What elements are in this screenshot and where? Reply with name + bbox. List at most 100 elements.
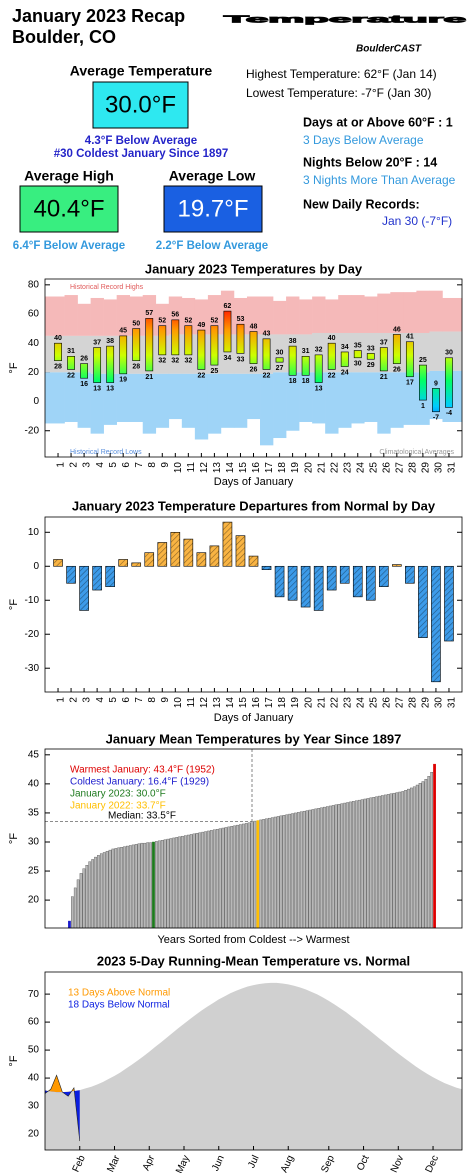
temperature-bar <box>249 331 258 364</box>
cold-nights-note: 3 Nights More Than Average <box>303 173 456 187</box>
climate-band <box>246 373 261 420</box>
departure-bar <box>444 565 454 642</box>
year-bar <box>360 799 364 929</box>
annotation: January 2023: 30.0°F <box>70 789 166 800</box>
temperature-bar <box>236 323 245 354</box>
year-bar <box>207 830 210 929</box>
year-bar <box>166 838 170 929</box>
high-label: 41 <box>406 334 414 341</box>
x-tick-label: 31 <box>447 697 458 709</box>
low-label: 24 <box>341 369 349 376</box>
year-bar <box>102 852 106 929</box>
high-label: 35 <box>354 342 362 349</box>
high-label: 25 <box>419 357 427 364</box>
x-tick-label: Apr <box>141 1153 158 1172</box>
x-tick-label: 23 <box>342 462 353 474</box>
high-label: 30 <box>445 350 453 357</box>
departure-bar <box>183 538 194 567</box>
x-tick-label: 1 <box>56 462 67 468</box>
y-tick-label: 20 <box>28 367 40 378</box>
x-tick-label: 28 <box>408 697 419 709</box>
median-label: Median: 33.5°F <box>108 810 176 821</box>
climate-band <box>351 295 365 333</box>
high-label: 40 <box>54 335 62 342</box>
year-bar <box>386 794 390 929</box>
x-tick-label: 4 <box>95 697 106 703</box>
departure-bar <box>248 555 259 567</box>
band-label: Historical Record Lows <box>70 449 142 456</box>
avg-departure: 4.3°F Below Average <box>85 135 197 147</box>
y-axis-label: °F <box>8 362 20 373</box>
climate-band <box>403 292 417 333</box>
temperature-bar <box>184 325 193 356</box>
climate-band <box>246 296 261 335</box>
climate-band <box>220 373 235 428</box>
high-label: 52 <box>211 318 219 325</box>
year-bar <box>68 920 71 929</box>
year-bar <box>256 820 260 929</box>
temperature-bar <box>379 347 388 372</box>
x-tick-label: 14 <box>225 462 236 474</box>
year-bar <box>175 837 179 929</box>
departure-bar <box>157 542 168 567</box>
climate-band <box>64 295 78 336</box>
departure-bar <box>66 565 76 584</box>
y-tick-label: 30 <box>28 837 40 848</box>
low-label: 21 <box>380 374 388 381</box>
annotation: January 2022: 33.7°F <box>70 801 166 812</box>
cold-nights: Nights Below 20°F : 14 <box>303 155 437 169</box>
x-tick-label: 15 <box>238 697 249 709</box>
year-bar <box>346 802 349 929</box>
climate-band <box>377 372 391 434</box>
plot-border <box>44 278 463 458</box>
year-bar <box>294 812 297 929</box>
y-tick-label: 60 <box>28 1017 40 1028</box>
y-tick-label: -10 <box>25 595 40 606</box>
year-bar <box>198 832 202 929</box>
x-tick-label: 18 <box>277 697 288 709</box>
x-tick-label: 30 <box>434 462 445 474</box>
climate-band <box>338 372 352 428</box>
year-bar <box>215 829 219 929</box>
temperature-bar <box>432 388 440 413</box>
y-tick-label: 25 <box>28 866 40 877</box>
x-tick-label: Jun <box>210 1154 227 1173</box>
year-bar <box>91 859 94 929</box>
x-tick-label: 7 <box>134 697 145 703</box>
y-tick-label: 40 <box>28 338 40 349</box>
climate-band <box>77 303 91 336</box>
low-label: 13 <box>106 385 114 392</box>
year-bar <box>149 842 152 929</box>
year-bar <box>334 804 338 929</box>
year-bar <box>404 790 407 929</box>
high-label: 52 <box>184 318 192 325</box>
low-label: -7 <box>433 415 439 422</box>
climate-band <box>233 373 248 428</box>
temperature-bar <box>145 318 154 372</box>
normal-area <box>45 982 462 1150</box>
year-bar <box>366 798 370 929</box>
year-bar <box>230 826 234 929</box>
year-bar <box>76 879 80 929</box>
y-tick-label: 80 <box>28 279 40 290</box>
climate-band <box>142 373 157 434</box>
legend-entry: 13 Days Above Normal <box>68 988 170 999</box>
high-label: 31 <box>67 348 75 355</box>
year-bar <box>241 823 245 929</box>
climate-band <box>155 373 170 428</box>
x-tick-label: 16 <box>251 697 262 709</box>
climate-band <box>45 296 65 336</box>
departure-bar <box>287 565 298 601</box>
year-bar <box>163 839 167 929</box>
climate-band <box>364 372 378 422</box>
y-tick-label: 45 <box>28 749 40 760</box>
year-bar <box>299 811 303 929</box>
year-bar <box>117 847 121 929</box>
year-bar <box>105 851 109 929</box>
temperature-bar <box>67 356 75 370</box>
x-tick-label: 8 <box>147 697 158 703</box>
x-tick-label: 29 <box>421 697 432 709</box>
year-bar <box>415 784 419 929</box>
climate-band <box>260 373 274 446</box>
